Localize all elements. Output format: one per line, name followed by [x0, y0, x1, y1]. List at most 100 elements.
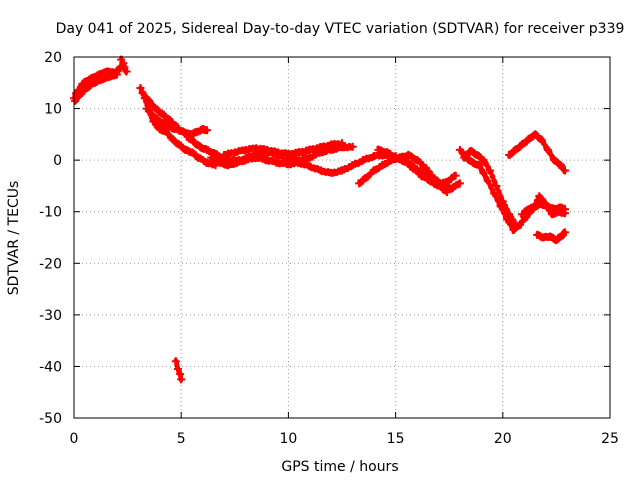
data-point [378, 161, 387, 170]
data-point [181, 145, 190, 154]
x-tick-label: 15 [387, 431, 405, 447]
data-point [252, 153, 261, 162]
y-tick-label: -40 [39, 359, 62, 375]
data-point [224, 161, 233, 170]
data-point [539, 233, 548, 242]
data-point [72, 89, 81, 98]
y-tick-label: -10 [39, 205, 62, 221]
data-point [509, 225, 518, 234]
data-point [438, 184, 447, 193]
x-axis-title: GPS time / hours [281, 459, 398, 475]
data-point [115, 65, 124, 74]
data-point [466, 146, 475, 155]
series-track-3 [72, 70, 115, 98]
data-point [164, 114, 173, 123]
data-point [505, 150, 514, 159]
grid-layer [74, 57, 610, 418]
data-point [359, 156, 368, 165]
data-point [202, 145, 211, 154]
y-tick-label: 0 [53, 153, 62, 169]
series-track-17 [505, 130, 569, 175]
data-point [78, 82, 87, 91]
data-point [483, 176, 492, 185]
chart-title: Day 041 of 2025, Sidereal Day-to-day VTE… [56, 21, 625, 37]
data-point [71, 96, 80, 105]
data-point [198, 125, 207, 134]
data-point [545, 232, 554, 241]
data-point [232, 158, 241, 167]
data-point [537, 199, 546, 208]
data-point [100, 74, 109, 83]
data-point [421, 163, 430, 172]
data-point [241, 156, 250, 165]
data-point [530, 130, 539, 139]
data-point [175, 126, 184, 135]
series-track-16 [518, 199, 569, 219]
data-point [338, 166, 346, 175]
data-point [524, 135, 533, 144]
data-point [374, 145, 383, 154]
data-point [168, 124, 177, 133]
data-point [157, 109, 166, 118]
data-point [192, 128, 201, 137]
data-point [316, 143, 325, 152]
data-point [273, 158, 282, 167]
data-point [413, 156, 422, 165]
series-track-19 [171, 357, 186, 384]
data-point [355, 179, 364, 188]
data-point [120, 63, 129, 72]
data-point [473, 150, 482, 159]
series-track-15 [460, 146, 520, 229]
data-point [155, 117, 164, 126]
data-point [177, 375, 186, 384]
data-point [511, 145, 520, 154]
data-point [230, 148, 239, 157]
series-track-7 [142, 104, 211, 139]
data-point [142, 104, 151, 113]
y-tick-label: 20 [44, 50, 62, 66]
data-point [543, 202, 552, 211]
data-point [361, 174, 370, 183]
data-point [518, 140, 527, 149]
y-tick-label: -20 [39, 256, 62, 272]
data-point [183, 132, 192, 141]
data-point [404, 150, 413, 159]
data-point [284, 160, 293, 169]
data-point [187, 148, 196, 157]
data-point [338, 139, 346, 148]
data-point [295, 148, 304, 157]
data-point [391, 153, 400, 162]
data-point [162, 121, 171, 130]
data-point [443, 177, 452, 186]
data-point [479, 169, 488, 178]
data-point [262, 145, 271, 154]
data-point [149, 112, 158, 121]
data-point [443, 188, 452, 197]
data-point [505, 210, 514, 219]
series-track-10 [220, 139, 346, 159]
data-point [155, 125, 164, 134]
data-point [552, 236, 561, 245]
data-point [550, 205, 559, 214]
data-point [305, 145, 314, 154]
plot-frame [73, 56, 611, 419]
data-point [173, 365, 182, 374]
data-point [455, 145, 464, 154]
data-point [421, 171, 430, 180]
data-point [196, 143, 205, 152]
data-point [175, 140, 184, 149]
data-point [151, 104, 160, 113]
data-point [207, 153, 216, 162]
data-point [518, 210, 527, 219]
data-point [190, 138, 199, 147]
data-point [404, 158, 413, 167]
data-point [535, 192, 544, 201]
y-tick-label: -50 [39, 411, 62, 427]
data-point [215, 158, 224, 167]
data-point [241, 145, 250, 154]
data-point [560, 228, 569, 237]
data-point [122, 67, 131, 76]
data-point [176, 370, 185, 379]
data-point [475, 161, 484, 170]
data-point [202, 126, 211, 135]
